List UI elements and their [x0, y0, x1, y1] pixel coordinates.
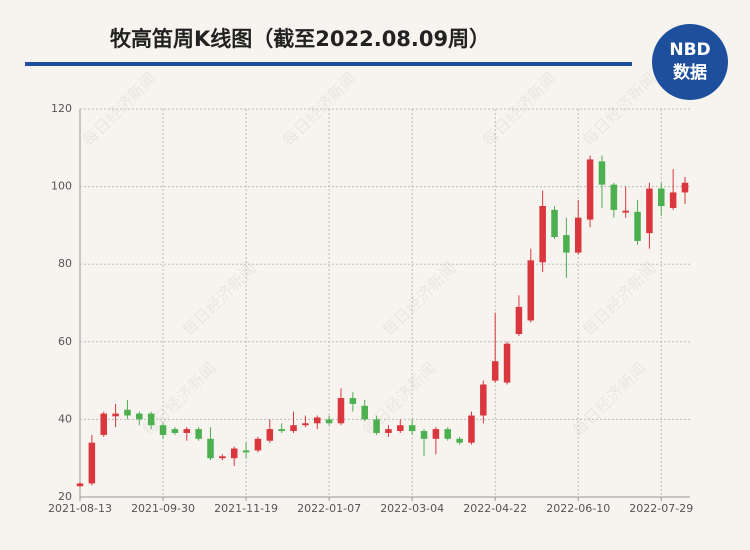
candle-body — [219, 456, 226, 459]
candle-body — [503, 343, 511, 383]
candle-body — [480, 384, 487, 416]
candle-body — [444, 429, 452, 439]
y-tick-label: 20 — [58, 490, 72, 503]
x-tick-label: 2021-11-19 — [214, 502, 278, 515]
candle-body — [420, 431, 428, 439]
candle-body — [100, 413, 107, 435]
candle-body — [408, 425, 416, 432]
candle-body — [136, 413, 143, 420]
candle-body — [669, 192, 677, 208]
y-tick-label: 100 — [51, 180, 72, 193]
candle-body — [361, 405, 368, 420]
x-tick-label: 2021-09-30 — [131, 502, 195, 515]
candle-body — [242, 450, 250, 453]
candle-body — [491, 361, 499, 381]
x-tick-label: 2022-03-04 — [380, 502, 444, 515]
y-tick-label: 60 — [58, 335, 72, 348]
candle-body — [515, 306, 523, 335]
candle-body — [468, 415, 475, 443]
y-tick-label: 120 — [51, 102, 72, 115]
candle-body — [278, 429, 285, 432]
candle-body — [313, 417, 321, 424]
candle-body — [646, 188, 653, 234]
candle-body — [325, 419, 333, 424]
candle-body — [610, 184, 618, 210]
logo-text: NBD — [669, 40, 710, 60]
candle-body — [622, 210, 629, 213]
candle-body — [349, 398, 357, 404]
y-tick-label: 40 — [58, 412, 72, 425]
candle-body — [159, 425, 167, 435]
candle-body — [266, 429, 274, 441]
logo — [652, 24, 728, 100]
candle-body — [681, 182, 689, 193]
candle-body — [551, 209, 558, 238]
x-tick-label: 2021-08-13 — [48, 502, 112, 515]
candle-body — [302, 423, 309, 426]
candle-body — [124, 409, 131, 416]
x-tick-label: 2022-04-22 — [463, 502, 527, 515]
candle-body — [634, 211, 641, 241]
candle-body — [88, 442, 96, 484]
candle-body — [195, 429, 202, 439]
candle-body — [539, 206, 546, 263]
candle-body — [658, 188, 665, 206]
candle-body — [598, 161, 606, 185]
candle-body — [254, 438, 262, 451]
candle-body — [432, 429, 440, 439]
candle-body — [385, 429, 392, 433]
candle-body — [171, 429, 179, 433]
candle-body — [574, 217, 582, 253]
candle-body — [183, 429, 191, 433]
candle-body — [147, 413, 155, 426]
logo-text: 数据 — [673, 62, 707, 83]
candle-body — [373, 419, 380, 433]
candle-body — [337, 398, 345, 424]
candle-body — [456, 438, 463, 443]
title-rule — [25, 62, 632, 66]
candle-body — [112, 413, 119, 417]
candle-body — [290, 425, 297, 432]
y-tick-label: 80 — [58, 257, 72, 270]
candle-body — [563, 235, 570, 253]
x-tick-label: 2022-01-07 — [297, 502, 361, 515]
candle-body — [207, 438, 214, 459]
candle-body — [527, 260, 535, 321]
candle-body — [397, 425, 404, 432]
candle-body — [230, 448, 238, 459]
x-tick-label: 2022-07-29 — [629, 502, 693, 515]
chart-title: 牧高笛周K线图（截至2022.08.09周） — [110, 27, 490, 51]
candle-body — [586, 159, 594, 220]
candle-body — [76, 483, 84, 487]
x-tick-label: 2022-06-10 — [546, 502, 610, 515]
